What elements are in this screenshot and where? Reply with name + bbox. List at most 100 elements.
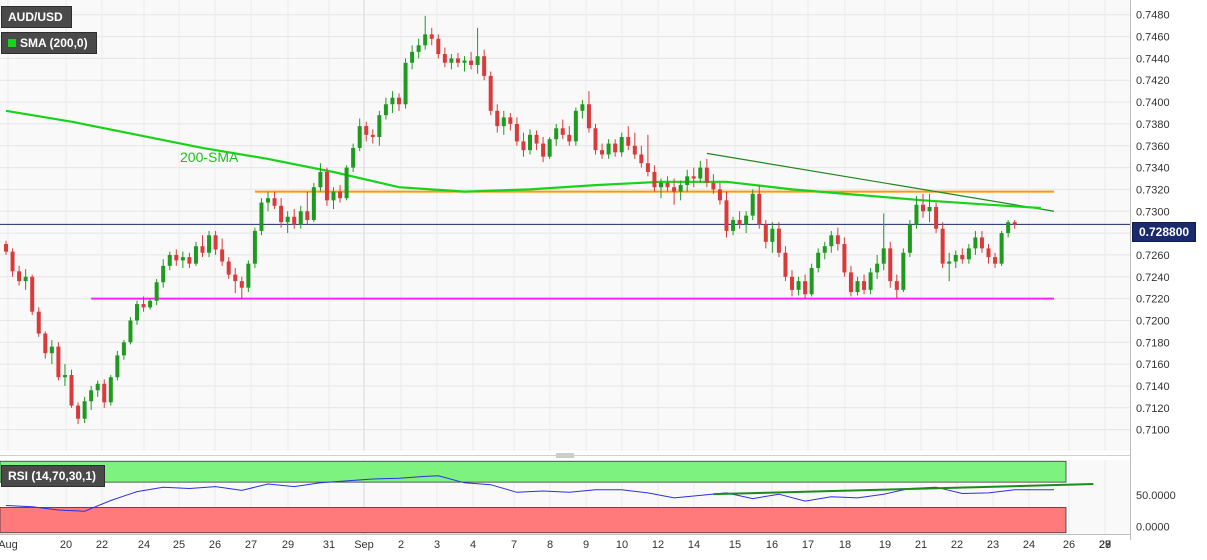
candle-body: [82, 401, 87, 419]
candle-body: [17, 271, 22, 282]
candle-body: [606, 143, 611, 155]
candle-body: [993, 257, 998, 264]
candle-body: [488, 75, 493, 111]
x-tick-label: 2: [398, 539, 404, 551]
candle-body: [62, 375, 67, 378]
candle-body: [449, 58, 454, 63]
rsi-legend-text: RSI (14,70,30,1): [8, 469, 97, 483]
x-tick-label: 28: [1099, 539, 1111, 551]
candle-body: [960, 254, 965, 260]
x-tick-label: 12: [652, 539, 664, 551]
candle-body: [816, 252, 821, 269]
x-tick-label: 22: [951, 539, 963, 551]
candle-body: [36, 311, 41, 334]
x-tick-label: 8: [547, 539, 553, 551]
candle-body: [226, 261, 231, 275]
candle-body: [10, 251, 15, 272]
rsi-oversold-zone: [0, 507, 1067, 534]
y-tick-label: 0.7140: [1136, 381, 1170, 393]
candle-body: [364, 126, 369, 135]
candle-body: [331, 191, 336, 201]
candle-body: [678, 185, 683, 192]
down-trendline: [706, 152, 1055, 212]
candle-body: [397, 97, 401, 105]
candle-body: [803, 281, 808, 295]
x-tick-label: 25: [173, 539, 185, 551]
candle-body: [207, 235, 212, 253]
candle-body: [161, 265, 166, 283]
candle-body: [121, 342, 126, 356]
candle-body: [567, 134, 572, 142]
y-tick-label: 0.7100: [1136, 425, 1170, 437]
x-tick-label: 24: [138, 539, 150, 551]
candle-body: [43, 333, 48, 354]
candle-body: [501, 117, 506, 127]
candle-body: [455, 58, 460, 63]
candle-body: [645, 163, 650, 172]
y-tick-label: 0.7300: [1136, 206, 1170, 218]
candle-body: [573, 110, 578, 142]
candle-body: [423, 34, 428, 46]
candle-body: [239, 281, 244, 288]
candle-body: [285, 216, 290, 223]
candle-body: [947, 261, 952, 264]
candle-body: [966, 248, 971, 260]
x-tick-label: 20: [60, 539, 72, 551]
candle-body: [495, 110, 500, 127]
candle-body: [717, 189, 722, 201]
candle-body: [193, 246, 198, 264]
x-tick-label: 7: [511, 539, 517, 551]
candle-body: [351, 147, 356, 168]
candle-body: [691, 176, 696, 179]
candle-body: [23, 276, 28, 282]
candle-body: [881, 248, 886, 264]
y-tick-label: 0.7380: [1136, 119, 1170, 131]
y-tick-label: 0.7340: [1136, 163, 1170, 175]
candle-body: [639, 154, 644, 164]
candle-body: [357, 126, 362, 148]
rsi-trendline: [713, 483, 1094, 496]
candle-body: [141, 304, 146, 308]
x-tick-label: Sep: [354, 539, 374, 551]
candle-body: [298, 211, 303, 225]
rsi-series: [5, 475, 1094, 512]
x-tick-label: 29: [1099, 539, 1111, 551]
pane-resize-handle[interactable]: [556, 453, 574, 458]
candle-body: [469, 60, 474, 65]
candle-body: [862, 281, 867, 290]
candle-body: [475, 56, 480, 65]
candle-body: [888, 248, 893, 282]
candle-body: [586, 104, 591, 129]
candle-body: [848, 272, 853, 293]
candle-body: [154, 282, 159, 301]
candle-body: [370, 134, 375, 138]
candle-body: [246, 263, 251, 288]
symbol-label-text: AUD/USD: [8, 10, 63, 24]
candle-body: [744, 215, 749, 225]
axes: 0.7100 0.7120 0.7140 0.7160 0.7180 0.7200 0.72…: [0, 0, 1176, 551]
candle-body: [135, 304, 139, 321]
x-tick-label: 31: [323, 539, 335, 551]
candle-body: [894, 281, 899, 290]
candle-body: [796, 281, 801, 290]
y-tick-label: 0.7460: [1136, 32, 1170, 44]
candle-body: [324, 171, 329, 201]
candle-body: [148, 300, 153, 308]
candle-body: [534, 134, 539, 144]
x-tick-label: 9: [583, 539, 589, 551]
candle-body: [187, 257, 192, 264]
y-tick-label: 0.7180: [1136, 337, 1170, 349]
candle-body: [403, 62, 408, 105]
last-price-tag: 0.728800: [1132, 222, 1197, 242]
candle-body: [927, 206, 932, 212]
candle-body: [580, 104, 585, 111]
y-tick-label: 0.7220: [1136, 294, 1170, 306]
candle-body: [600, 150, 605, 155]
candle-body: [521, 141, 526, 151]
candle-body: [665, 182, 670, 188]
candle-body: [731, 219, 736, 231]
x-tick-label: 23: [987, 539, 999, 551]
candle-body: [829, 235, 834, 247]
candle-body: [809, 268, 814, 295]
candle-body: [311, 187, 316, 220]
